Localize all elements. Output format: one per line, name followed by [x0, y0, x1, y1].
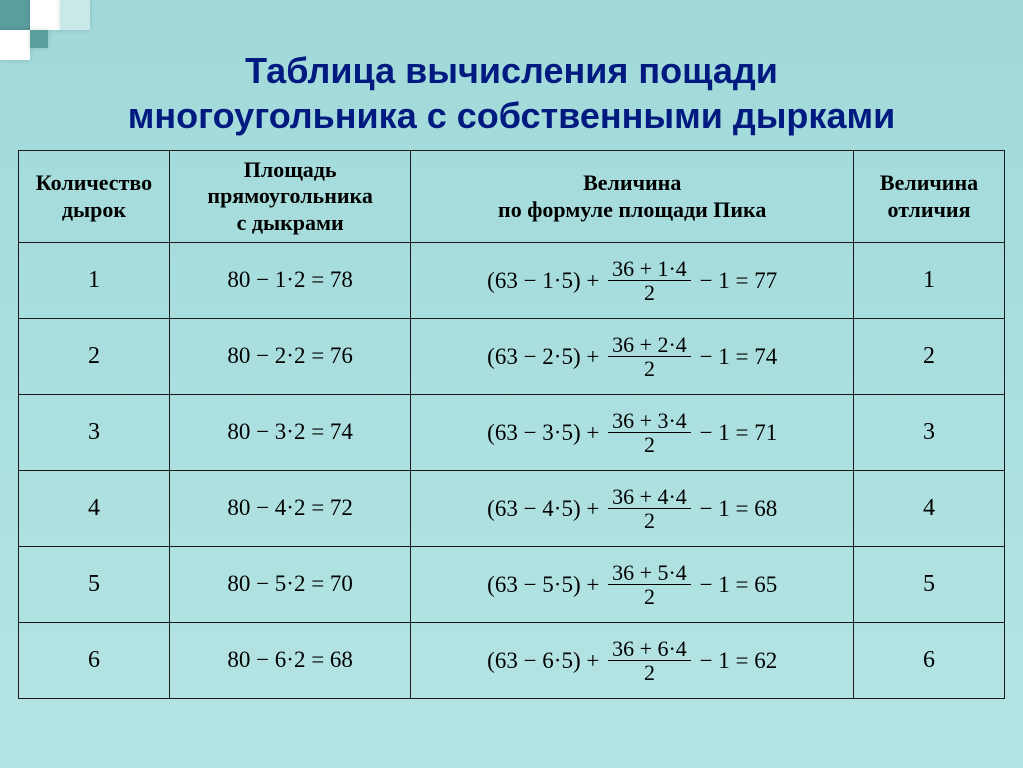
corner-decoration — [0, 0, 200, 50]
slide-root: Таблица вычисления пощади многоугольника… — [0, 0, 1023, 768]
cell-diff: 4 — [854, 471, 1005, 547]
table-body: 180 − 1·2 = 78(63 − 1·5) + 36 + 1·42 − 1… — [19, 243, 1005, 699]
cell-area-formula: 80 − 2·2 = 76 — [169, 319, 410, 395]
deco-square — [0, 0, 30, 30]
cell-pick-formula: (63 − 4·5) + 36 + 4·42 − 1 = 68 — [411, 471, 854, 547]
col-header-pick: Величинапо формуле площади Пика — [411, 151, 854, 243]
cell-diff: 6 — [854, 623, 1005, 699]
col-header-area: Площадьпрямоугольникас дыкрами — [169, 151, 410, 243]
table-row: 180 − 1·2 = 78(63 − 1·5) + 36 + 1·42 − 1… — [19, 243, 1005, 319]
table-row: 580 − 5·2 = 70(63 − 5·5) + 36 + 5·42 − 1… — [19, 547, 1005, 623]
cell-pick-formula: (63 − 3·5) + 36 + 3·42 − 1 = 71 — [411, 395, 854, 471]
cell-holes: 3 — [19, 395, 170, 471]
deco-square — [30, 30, 48, 48]
table-header-row: Количестводырок Площадьпрямоугольникас д… — [19, 151, 1005, 243]
table-row: 380 − 3·2 = 74(63 − 3·5) + 36 + 3·42 − 1… — [19, 395, 1005, 471]
table-container: Количестводырок Площадьпрямоугольникас д… — [18, 150, 1005, 699]
cell-holes: 2 — [19, 319, 170, 395]
cell-diff: 5 — [854, 547, 1005, 623]
cell-area-formula: 80 − 6·2 = 68 — [169, 623, 410, 699]
cell-area-formula: 80 − 3·2 = 74 — [169, 395, 410, 471]
cell-holes: 6 — [19, 623, 170, 699]
deco-square — [60, 0, 90, 30]
table-row: 280 − 2·2 = 76(63 − 2·5) + 36 + 2·42 − 1… — [19, 319, 1005, 395]
cell-diff: 2 — [854, 319, 1005, 395]
cell-pick-formula: (63 − 1·5) + 36 + 1·42 − 1 = 77 — [411, 243, 854, 319]
cell-holes: 5 — [19, 547, 170, 623]
cell-pick-formula: (63 − 5·5) + 36 + 5·42 − 1 = 65 — [411, 547, 854, 623]
cell-area-formula: 80 − 1·2 = 78 — [169, 243, 410, 319]
cell-pick-formula: (63 − 6·5) + 36 + 6·42 − 1 = 62 — [411, 623, 854, 699]
title-line-2: многоугольника с собственными дырками — [128, 95, 895, 136]
deco-square — [0, 30, 30, 60]
cell-holes: 4 — [19, 471, 170, 547]
cell-holes: 1 — [19, 243, 170, 319]
table-row: 480 − 4·2 = 72(63 − 4·5) + 36 + 4·42 − 1… — [19, 471, 1005, 547]
cell-area-formula: 80 − 5·2 = 70 — [169, 547, 410, 623]
cell-area-formula: 80 − 4·2 = 72 — [169, 471, 410, 547]
col-header-holes: Количестводырок — [19, 151, 170, 243]
cell-diff: 3 — [854, 395, 1005, 471]
cell-diff: 1 — [854, 243, 1005, 319]
data-table: Количестводырок Площадьпрямоугольникас д… — [18, 150, 1005, 699]
col-header-diff: Величинаотличия — [854, 151, 1005, 243]
deco-square — [30, 0, 60, 30]
title-line-1: Таблица вычисления пощади — [245, 50, 778, 91]
table-row: 680 − 6·2 = 68(63 − 6·5) + 36 + 6·42 − 1… — [19, 623, 1005, 699]
cell-pick-formula: (63 − 2·5) + 36 + 2·42 − 1 = 74 — [411, 319, 854, 395]
